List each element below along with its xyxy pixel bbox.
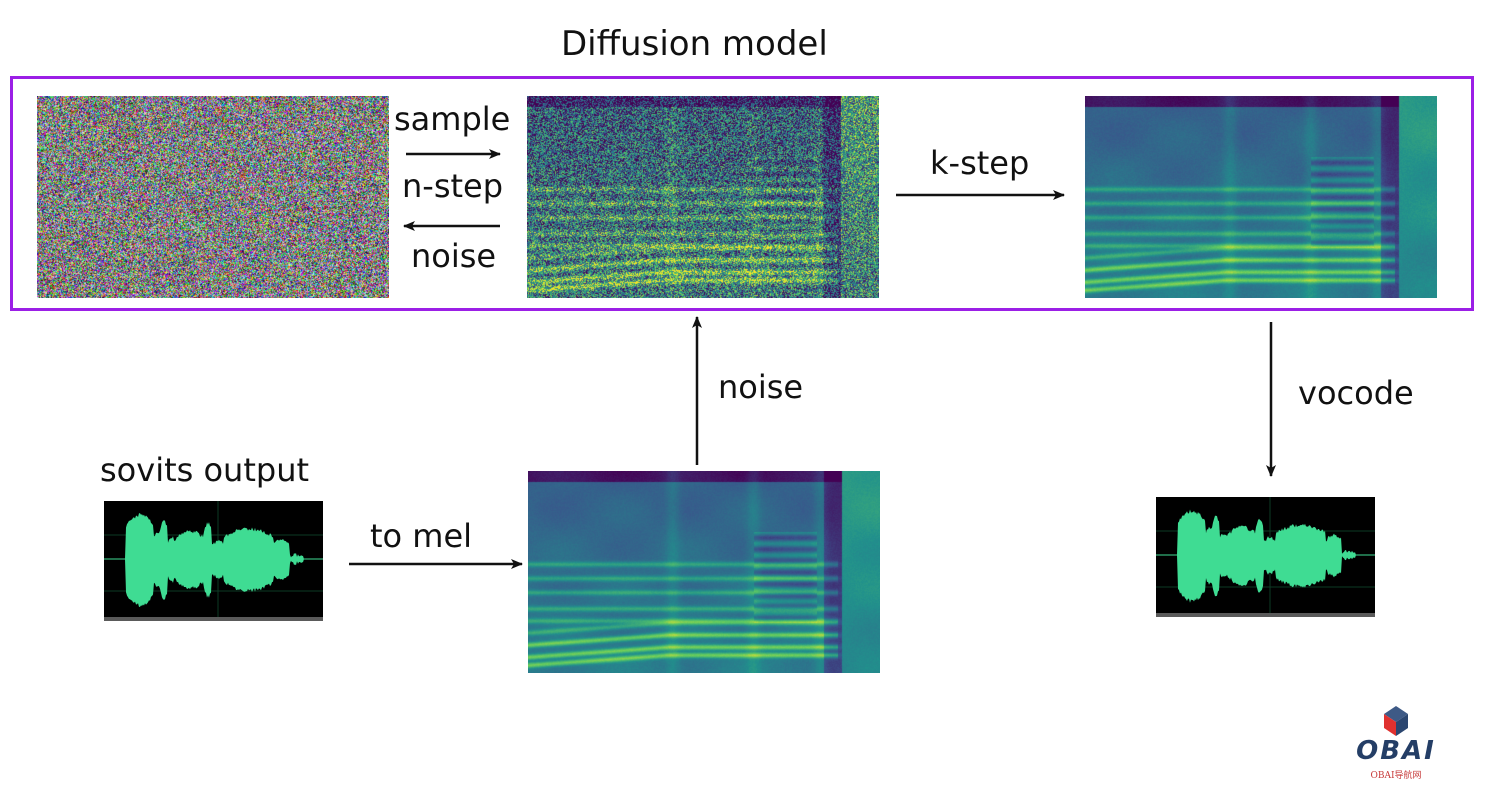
diffusion-model-title: Diffusion model	[561, 24, 828, 64]
to-mel-label: to mel	[370, 517, 473, 555]
vocode-label: vocode	[1298, 374, 1414, 412]
obai-sub-text: OBAI导航网	[1370, 771, 1422, 781]
obai-cube-icon	[1384, 706, 1408, 736]
waveform-baseline-bar	[1156, 613, 1375, 617]
waveform-shape	[1174, 509, 1358, 603]
noise-back-label: noise	[411, 237, 497, 275]
denoised-spectrogram-image	[1085, 96, 1437, 298]
diffusion-model-box	[10, 76, 1474, 311]
noisy-spectrogram-image	[527, 96, 879, 298]
n-step-label: n-step	[402, 167, 504, 205]
sovits-waveform-image	[104, 501, 323, 621]
noise-up-label: noise	[718, 368, 804, 406]
sample-label: sample	[394, 100, 511, 138]
vocoded-waveform-image	[1156, 497, 1375, 617]
obai-brand-text: OBAI	[1356, 736, 1436, 766]
waveform-shape	[122, 513, 306, 607]
waveform-baseline-bar	[104, 617, 323, 621]
obai-logo: OBAI OBAI导航网	[1346, 702, 1446, 782]
random-noise-image	[37, 96, 389, 298]
k-step-label: k-step	[930, 144, 1030, 182]
input-spectrogram-image	[528, 471, 880, 673]
sovits-output-label: sovits output	[100, 451, 310, 489]
